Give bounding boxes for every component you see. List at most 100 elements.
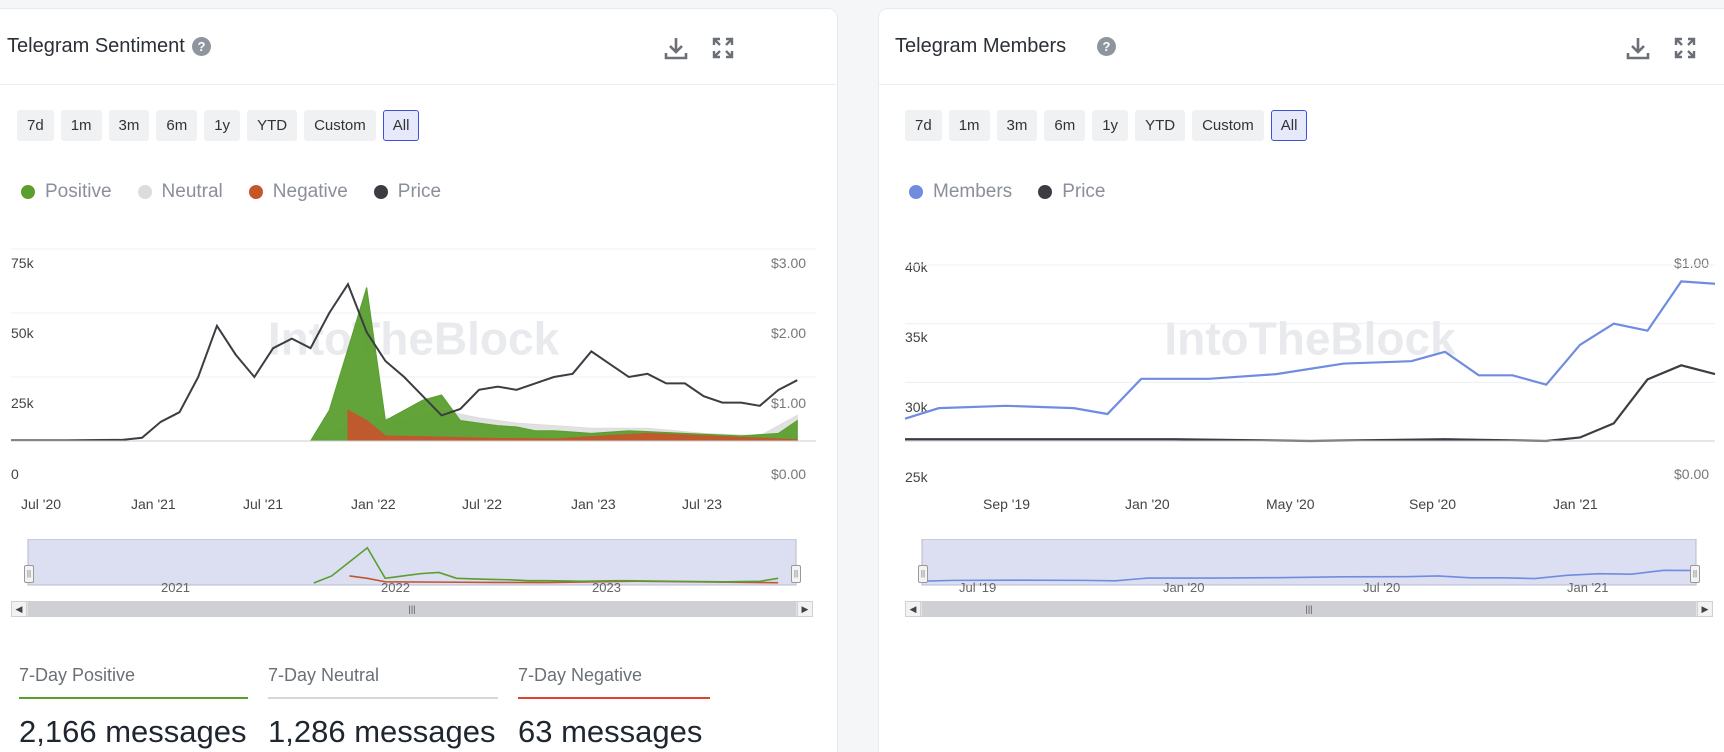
range-button-ytd[interactable]: YTD [247, 110, 298, 141]
members-chart[interactable]: IntoTheBlock [904, 249, 1716, 489]
navigator-preview[interactable] [11, 539, 813, 595]
help-icon[interactable]: ? [1097, 37, 1116, 56]
range-button-all[interactable]: All [382, 110, 420, 141]
range-button-custom[interactable]: Custom [1192, 110, 1264, 141]
download-icon[interactable] [1623, 33, 1653, 63]
scroll-right-arrow[interactable]: ▶ [797, 601, 813, 617]
x-tick-label: Jan '21 [131, 496, 176, 512]
legend-swatch [909, 185, 923, 199]
legend-swatch [373, 185, 388, 199]
series-line-price [905, 364, 1716, 443]
range-button-1y[interactable]: 1y [1092, 110, 1129, 141]
range-button-1y[interactable]: 1y [204, 110, 241, 141]
navigator-label: 2022 [381, 580, 410, 595]
stat-label: 7-Day Neutral [268, 665, 498, 699]
y-tick-label: 75k [11, 255, 34, 271]
range-button-all[interactable]: All [1270, 110, 1308, 141]
telegram-members-card: Telegram Members ? 7d 1m 3m 6m 1y YTD Custom Al… [878, 8, 1724, 752]
stat-negative: 7-Day Negative 63 messages [518, 665, 710, 750]
stat-value: 2,166 messages [19, 714, 247, 749]
navigator-right-handle[interactable]: || [791, 565, 801, 583]
scroll-left-arrow[interactable]: ◀ [905, 601, 921, 617]
time-range-selector: 7d 1m 3m 6m 1y YTD Custom All [905, 110, 1308, 141]
x-tick-label: Jul '21 [243, 496, 284, 512]
y2-tick-label: $2.00 [771, 325, 807, 341]
chart-legend: Members Price [909, 181, 1131, 203]
navigator-series-members [921, 569, 1697, 583]
series-area-negative [347, 409, 798, 442]
x-tick-label: Jul '23 [682, 496, 723, 512]
x-tick-label: Sep '20 [1409, 496, 1457, 512]
scroll-left-arrow[interactable]: ◀ [11, 601, 27, 617]
navigator-label: Jan '20 [1163, 580, 1205, 595]
navigator-label: 2021 [161, 580, 190, 595]
range-button-3m[interactable]: 3m [996, 110, 1038, 141]
series-area-positive [309, 287, 798, 442]
navigator-left-handle[interactable]: || [918, 565, 928, 583]
time-range-selector: 7d 1m 3m 6m 1y YTD Custom All [17, 110, 420, 141]
range-button-3m[interactable]: 3m [108, 110, 150, 141]
legend-item-neutral[interactable]: Neutral [137, 181, 223, 203]
stat-neutral: 7-Day Neutral 1,286 messages [268, 665, 498, 750]
stat-label: 7-Day Positive [19, 665, 248, 699]
y-tick-label: 30k [905, 399, 928, 415]
range-button-ytd[interactable]: YTD [1135, 110, 1186, 141]
y2-tick-label: $0.00 [771, 466, 807, 482]
legend-label: Neutral [161, 181, 223, 202]
watermark: IntoTheBlock [1164, 313, 1456, 365]
stat-value: 63 messages [518, 714, 703, 749]
navigator-preview[interactable] [905, 539, 1713, 595]
x-tick-label: Jan '20 [1125, 496, 1170, 512]
range-button-7d[interactable]: 7d [905, 110, 942, 141]
y2-tick-label: $1.00 [1674, 255, 1710, 271]
range-button-6m[interactable]: 6m [156, 110, 198, 141]
legend-item-negative[interactable]: Negative [248, 181, 348, 203]
y-tick-label: 50k [11, 325, 34, 341]
navigator-window [921, 539, 1697, 586]
scroll-right-arrow[interactable]: ▶ [1697, 601, 1713, 617]
range-button-7d[interactable]: 7d [17, 110, 54, 141]
legend-item-price[interactable]: Price [1038, 181, 1105, 203]
legend-label: Price [1062, 181, 1106, 202]
navigator-label: Jul '19 [959, 580, 997, 595]
scrollbar-thumb[interactable]: ||| [922, 602, 1696, 616]
watermark: IntoTheBlock [268, 313, 560, 365]
x-tick-label: Jan '22 [351, 496, 396, 512]
navigator-label: Jul '20 [1363, 580, 1401, 595]
y2-tick-label: $0.00 [1674, 466, 1710, 482]
scrollbar-thumb[interactable]: ||| [28, 602, 796, 616]
stat-label: 7-Day Negative [518, 665, 710, 699]
y2-tick-label: $1.00 [771, 395, 807, 411]
y-tick-label: 25k [905, 469, 928, 485]
legend-item-members[interactable]: Members [909, 181, 1012, 203]
fullscreen-icon[interactable] [1670, 33, 1700, 63]
x-tick-label: Sep '19 [983, 496, 1031, 512]
legend-swatch [1038, 185, 1053, 199]
download-icon[interactable] [661, 33, 691, 63]
stat-value: 1,286 messages [268, 714, 496, 749]
range-navigator[interactable]: Jul '19 Jan '20 Jul '20 Jan '21 || || ◀ … [905, 539, 1713, 621]
legend-item-positive[interactable]: Positive [21, 181, 112, 203]
range-navigator[interactable]: 2021 2022 2023 || || ◀ ▶ ||| [11, 539, 813, 621]
help-icon[interactable]: ? [192, 37, 211, 56]
x-tick-label: Jan '21 [1553, 496, 1598, 512]
card-header: Telegram Sentiment ? [0, 9, 837, 85]
x-tick-label: Jan '23 [571, 496, 616, 512]
series-line-members [904, 280, 1716, 420]
navigator-left-handle[interactable]: || [24, 565, 34, 583]
card-title: Telegram Members [895, 35, 1067, 57]
card-title: Telegram Sentiment [7, 35, 185, 57]
y-tick-label: 35k [905, 329, 928, 345]
y-tick-label: 25k [11, 395, 34, 411]
range-button-1m[interactable]: 1m [948, 110, 990, 141]
range-button-6m[interactable]: 6m [1044, 110, 1086, 141]
fullscreen-icon[interactable] [708, 33, 738, 63]
legend-swatch [21, 185, 35, 199]
navigator-right-handle[interactable]: || [1690, 565, 1700, 583]
legend-item-price[interactable]: Price [373, 181, 441, 203]
series-line-price [11, 282, 798, 442]
telegram-sentiment-card: Telegram Sentiment ? 7d 1m 3m 6m 1y YTD Custom… [0, 8, 838, 752]
sentiment-chart[interactable]: IntoTheBlock [11, 248, 816, 489]
range-button-custom[interactable]: Custom [304, 110, 376, 141]
range-button-1m[interactable]: 1m [60, 110, 102, 141]
